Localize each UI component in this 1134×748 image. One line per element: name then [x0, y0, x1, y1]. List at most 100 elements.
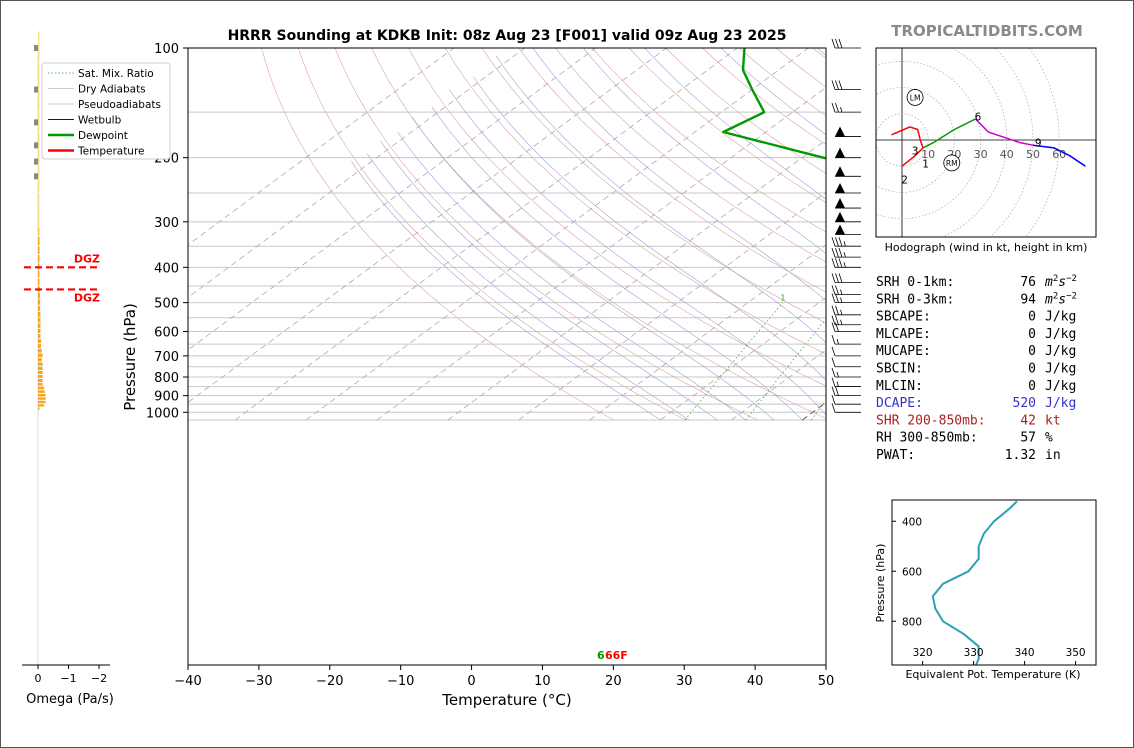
- hodograph-ring: [940, 48, 1008, 237]
- moist-adiabat-line: [412, 117, 775, 421]
- hodograph-ring-label: 30: [974, 148, 988, 161]
- mixing-ratio-label: 30: [1096, 294, 1106, 303]
- dgz-label: DGZ: [74, 291, 100, 304]
- theta-e-x-tick-label: 350: [1066, 647, 1086, 659]
- omega-bar: [38, 278, 40, 285]
- skewt-ylabel: Pressure (hPa): [121, 303, 139, 411]
- hodograph-ring-label: 50: [1026, 148, 1040, 161]
- index-row: SBCAPE: 0 J/kg: [876, 310, 1076, 325]
- index-label: MLCIN:: [876, 379, 923, 394]
- y-tick-label: 600: [154, 325, 179, 340]
- barb-flag: [838, 247, 843, 258]
- barb-flag: [831, 80, 836, 90]
- barb-flag: [831, 357, 836, 367]
- index-row: PWAT: 1.32 in: [876, 448, 1061, 463]
- omega-bar: [38, 317, 41, 323]
- barb-half-flag: [840, 289, 843, 295]
- theta-e-y-tick-label: 400: [902, 516, 922, 528]
- omega-tick-label: −1: [60, 672, 76, 685]
- mixing-ratio-line: [935, 303, 1013, 420]
- skewt-frame: [187, 47, 827, 666]
- index-label: SRH 0-1km:: [876, 275, 954, 290]
- unit-m: m: [1044, 275, 1053, 290]
- wind-barb: [831, 293, 861, 304]
- isotherm-line: [376, 86, 826, 421]
- index-value: 520: [1013, 396, 1036, 411]
- index-unit: kt: [1045, 413, 1061, 428]
- omega-upper-marker: [34, 158, 38, 165]
- index-row: DCAPE: 520 J/kg: [876, 396, 1076, 411]
- moist-adiabat-line: [532, 48, 826, 302]
- unit-m: m: [1044, 292, 1053, 307]
- dry-adiabat-line: [445, 48, 826, 355]
- skewt-panel: 1 2 4 6 8 10 13 16 20 24 30 36 −40 −30 −20 −10 0 10 20 30 4…: [121, 42, 1134, 709]
- moist-adiabat-line: [720, 48, 826, 136]
- wind-barb: [831, 346, 861, 357]
- omega-bar: [38, 236, 40, 246]
- moist-adiabat-line: [644, 48, 826, 200]
- omega-bar: [38, 386, 45, 390]
- hodograph-ring-label: 60: [1052, 148, 1066, 161]
- barb-flag: [831, 305, 836, 315]
- index-unit: J/kg: [1045, 362, 1076, 377]
- mixing-ratio-label: 36: [1116, 294, 1126, 303]
- index-value: 0: [1028, 327, 1036, 342]
- hodograph-segment: [1032, 144, 1086, 167]
- wind-barb: [831, 386, 861, 397]
- y-tick-label: 400: [154, 261, 179, 276]
- isotherm-line: [1086, 48, 1134, 420]
- theta-e-panel: 320 330 340 350 400 600 800 Equivalent Pot. Te…: [874, 499, 1097, 681]
- isotherm-line: [188, 48, 455, 246]
- index-row: SRH 0-1km: 76 m2s−2: [876, 274, 1077, 290]
- omega-bar: [38, 393, 46, 397]
- omega-bar: [38, 339, 41, 344]
- index-unit: J/kg: [1045, 310, 1076, 325]
- barb-flag: [835, 285, 839, 295]
- isotherm-line: [188, 48, 596, 351]
- y-tick-label: 800: [154, 371, 179, 386]
- wind-barb: [831, 322, 861, 332]
- skewt-legend: Sat. Mix. Ratio Dry Adiabats Pseudoadiabat…: [41, 62, 171, 160]
- omega-bar: [38, 112, 40, 131]
- unit-s: s: [1058, 292, 1066, 307]
- x-tick-label: 0: [467, 674, 475, 689]
- wind-barb: [831, 285, 861, 295]
- theta-e-x-tick-label: 340: [1015, 647, 1035, 659]
- mixing-ratio-label: 8: [962, 294, 967, 303]
- omega-bar: [38, 400, 46, 404]
- dry-adiabat-line: [261, 48, 614, 421]
- y-tick-label: 900: [154, 390, 179, 405]
- storm-motion-marker: [943, 154, 961, 172]
- dgz-label: DGZ: [74, 252, 100, 265]
- omega-bar: [38, 358, 42, 362]
- omega-upper-marker: [34, 119, 38, 126]
- barb-flag: [831, 322, 836, 332]
- omega-bar: [38, 370, 43, 374]
- index-value: 76: [1020, 275, 1036, 290]
- barb-flag: [831, 315, 836, 325]
- skewt-grid: 1 2 4 6 8 10 13 16 20 24 30 36: [188, 48, 1134, 421]
- isotherm-line: [188, 48, 525, 298]
- index-unit: J/kg: [1045, 344, 1076, 359]
- barb-half-flag: [840, 297, 843, 303]
- indices-block: SRH 0-1km: 76 m2s−2 SRH 0-3km: 94 m2s−2 SBCAPE…: [876, 274, 1077, 463]
- watermark: TROPICALTIDBITS.COM: [891, 22, 1083, 40]
- mixing-ratio-label: 13: [1008, 294, 1018, 303]
- surface-dewpoint-label: 6: [597, 649, 605, 662]
- dry-adiabat-line: [481, 48, 826, 324]
- moist-adiabat-line: [473, 76, 826, 381]
- omega-bar: [38, 255, 40, 263]
- index-row: MLCIN: 0 J/kg: [876, 379, 1076, 394]
- barb-flag: [835, 103, 839, 113]
- barb-flag: [835, 237, 839, 247]
- index-unit: J/kg: [1045, 396, 1076, 411]
- barb-pennant: [835, 166, 845, 177]
- barb-flag: [831, 273, 836, 283]
- legend-label: Sat. Mix. Ratio: [78, 68, 154, 80]
- barb-flag: [831, 395, 836, 405]
- wind-barb: [835, 224, 861, 235]
- index-label: MUCAPE:: [876, 344, 931, 359]
- wind-barb: [831, 258, 861, 268]
- barb-flag: [831, 367, 836, 378]
- wind-barb: [831, 247, 861, 258]
